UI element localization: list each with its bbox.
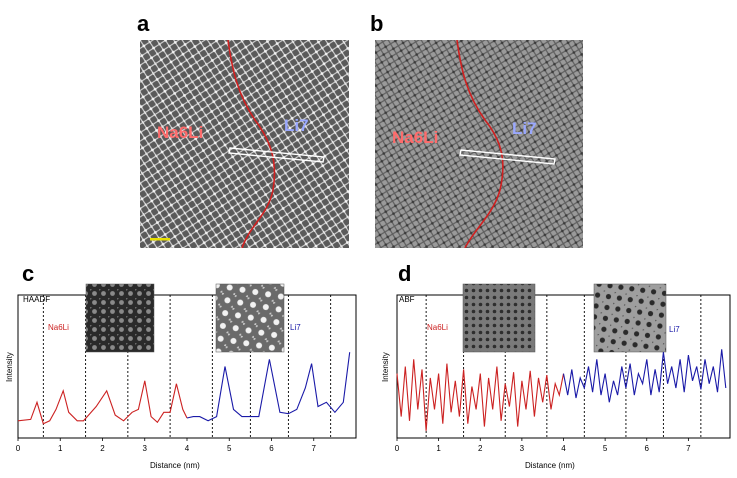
x-tick-label: 2 — [478, 444, 483, 453]
haadf-image — [140, 40, 349, 248]
na6li-profile-label: Na6Li — [427, 323, 448, 332]
x-tick-label: 3 — [143, 444, 148, 453]
abf-micrograph: Na6Li Li7 — [375, 40, 583, 248]
x-tick-label: 7 — [312, 444, 317, 453]
panel-letter-c: c — [22, 261, 35, 286]
line-profile-box — [459, 149, 556, 165]
x-tick-label: 1 — [436, 444, 441, 453]
interface-line — [227, 40, 276, 248]
li7-label: Li7 — [512, 119, 537, 138]
x-tick-label: 6 — [645, 444, 650, 453]
panel-letter-d: d — [398, 261, 412, 286]
y-axis-label: Intensity — [381, 352, 390, 382]
detector-label: HAADF — [23, 295, 50, 304]
line-profile-box — [228, 147, 325, 163]
na6li-label: Na6Li — [392, 128, 439, 147]
haadf-micrograph: Na6Li Li7 — [140, 40, 349, 248]
x-axis-label: Distance (nm) — [150, 461, 200, 470]
plot-frame — [17, 294, 357, 439]
haadf-inset-li7 — [215, 283, 285, 353]
li7-intensity-line — [562, 349, 727, 403]
detector-label: ABF — [399, 295, 415, 304]
na6li-label: Na6Li — [157, 123, 204, 142]
na6li-intensity-line — [17, 380, 188, 425]
haadf-line-profile-chart: 0 1 2 3 4 5 6 7 HAADF Na6Li Li7 Intensity Dista… — [5, 283, 357, 470]
abf-inset-na6li — [462, 283, 536, 353]
abf-inset-li7 — [593, 283, 667, 353]
x-tick-label: 5 — [603, 444, 608, 453]
x-tick-label: 3 — [520, 444, 525, 453]
na6li-profile-label: Na6Li — [48, 323, 69, 332]
haadf-inset-na6li — [85, 283, 155, 353]
abf-line-profile-chart: 0 1 2 3 4 5 6 7 ABF Na6Li Li7 Intensity Distanc… — [381, 283, 731, 470]
x-tick-label: 4 — [561, 444, 566, 453]
scale-bar — [150, 238, 170, 241]
li7-label: Li7 — [284, 116, 309, 135]
panel-letter-b: b — [370, 11, 384, 36]
x-tick-label: 2 — [100, 444, 105, 453]
x-tick-label: 7 — [686, 444, 691, 453]
x-tick-label: 1 — [58, 444, 63, 453]
y-axis-label: Intensity — [5, 352, 14, 382]
interface-line — [456, 40, 504, 248]
li7-intensity-line — [186, 352, 351, 422]
x-tick-label: 0 — [395, 444, 400, 453]
x-axis-label: Distance (nm) — [525, 461, 575, 470]
li7-profile-label: Li7 — [669, 325, 680, 334]
li7-profile-label: Li7 — [290, 323, 301, 332]
panel-letter-a: a — [137, 11, 150, 36]
x-tick-label: 0 — [16, 444, 21, 453]
x-tick-label: 5 — [227, 444, 232, 453]
na6li-intensity-line — [396, 359, 565, 431]
abf-image — [375, 40, 583, 248]
x-tick-label: 6 — [269, 444, 274, 453]
x-tick-label: 4 — [185, 444, 190, 453]
